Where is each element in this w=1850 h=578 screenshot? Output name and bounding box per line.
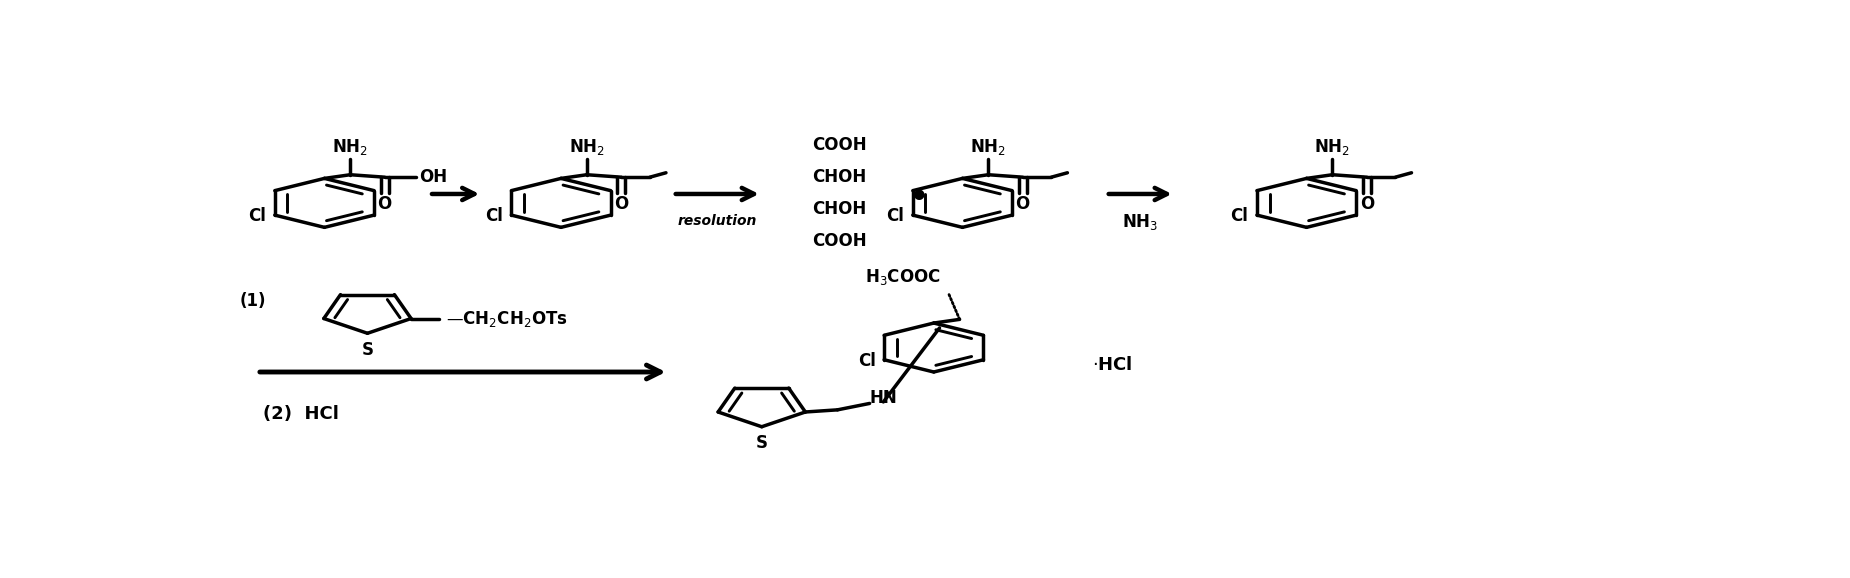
Text: $\cdot$HCl: $\cdot$HCl — [1092, 356, 1132, 375]
Text: (1): (1) — [240, 292, 266, 310]
Text: OH: OH — [420, 168, 448, 186]
Text: CHOH: CHOH — [812, 168, 866, 186]
Text: S: S — [361, 341, 374, 359]
Text: CHOH: CHOH — [812, 200, 866, 218]
Text: NH$_2$: NH$_2$ — [333, 137, 368, 157]
Text: O: O — [377, 195, 392, 213]
Text: Cl: Cl — [485, 208, 503, 225]
Text: NH$_2$: NH$_2$ — [570, 137, 605, 157]
Text: S: S — [757, 434, 768, 452]
Text: O: O — [1360, 195, 1375, 213]
Text: O: O — [1016, 195, 1030, 213]
Text: HN: HN — [870, 389, 897, 407]
Text: (2)  HCl: (2) HCl — [263, 405, 339, 423]
Text: COOH: COOH — [812, 136, 866, 154]
Text: —CH$_2$CH$_2$OTs: —CH$_2$CH$_2$OTs — [446, 309, 568, 328]
Text: Cl: Cl — [858, 352, 875, 370]
Text: resolution: resolution — [677, 214, 757, 228]
Text: Cl: Cl — [1230, 208, 1249, 225]
Text: O: O — [614, 195, 629, 213]
Text: NH$_2$: NH$_2$ — [1315, 137, 1350, 157]
Text: H$_3$COOC: H$_3$COOC — [866, 267, 942, 287]
Text: NH$_2$: NH$_2$ — [971, 137, 1006, 157]
Text: $\bullet$: $\bullet$ — [906, 177, 925, 211]
Text: Cl: Cl — [248, 208, 266, 225]
Text: COOH: COOH — [812, 232, 866, 250]
Text: NH$_3$: NH$_3$ — [1123, 212, 1158, 232]
Text: Cl: Cl — [886, 208, 905, 225]
